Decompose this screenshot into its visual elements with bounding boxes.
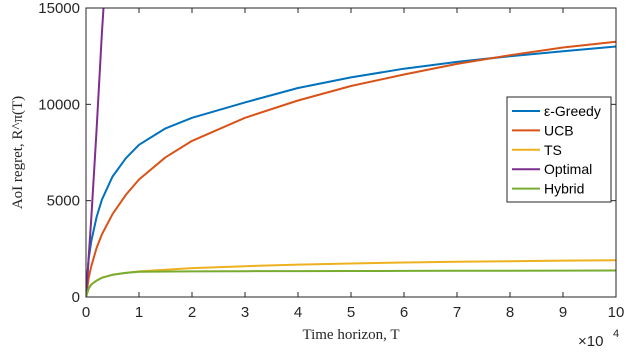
x-tick-label: 2 bbox=[188, 304, 196, 321]
legend-label-1: UCB bbox=[544, 122, 574, 138]
series-line-1 bbox=[86, 40, 616, 297]
x-tick-label: 6 bbox=[400, 304, 408, 321]
legend-label-3: Optimal bbox=[544, 161, 592, 177]
x-exponent-base: ×10 bbox=[578, 333, 603, 350]
x-tick-label: 0 bbox=[82, 304, 90, 321]
y-tick-label: 0 bbox=[72, 289, 80, 306]
series-line-4 bbox=[86, 269, 616, 297]
y-axis-label: AoI regret, R^π(T) bbox=[10, 96, 26, 209]
x-tick-label: 5 bbox=[347, 304, 355, 321]
x-tick-label: 8 bbox=[506, 304, 514, 321]
series-line-0 bbox=[86, 45, 616, 297]
y-tick-label: 10000 bbox=[38, 96, 80, 113]
y-tick-label: 5000 bbox=[47, 193, 80, 210]
legend-label-0: ε-Greedy bbox=[544, 103, 601, 119]
x-tick-label: 9 bbox=[559, 304, 567, 321]
series-line-2 bbox=[86, 259, 616, 297]
series-line-3 bbox=[86, 8, 105, 297]
x-tick-label: 1 bbox=[135, 304, 143, 321]
x-axis-exponent: ×10 4 bbox=[578, 328, 619, 350]
legend-label-4: Hybrid bbox=[544, 181, 584, 197]
x-tick-label: 10 bbox=[608, 304, 625, 321]
legend: ε-Greedy UCB TS Optimal Hybrid bbox=[506, 96, 612, 203]
axis-ticks bbox=[85, 7, 617, 298]
x-tick-labels: 0 1 2 3 4 5 6 7 8 9 10 bbox=[82, 304, 625, 321]
x-tick-label: 4 bbox=[294, 304, 302, 321]
y-tick-labels: 0 5000 10000 15000 bbox=[38, 0, 80, 306]
plot-lines bbox=[86, 8, 616, 297]
x-exponent-power: 4 bbox=[613, 328, 619, 340]
x-axis-label: Time horizon, T bbox=[302, 327, 399, 343]
x-tick-label: 7 bbox=[453, 304, 461, 321]
x-tick-label: 3 bbox=[241, 304, 249, 321]
y-tick-label: 15000 bbox=[38, 0, 80, 17]
legend-label-2: TS bbox=[544, 142, 562, 158]
